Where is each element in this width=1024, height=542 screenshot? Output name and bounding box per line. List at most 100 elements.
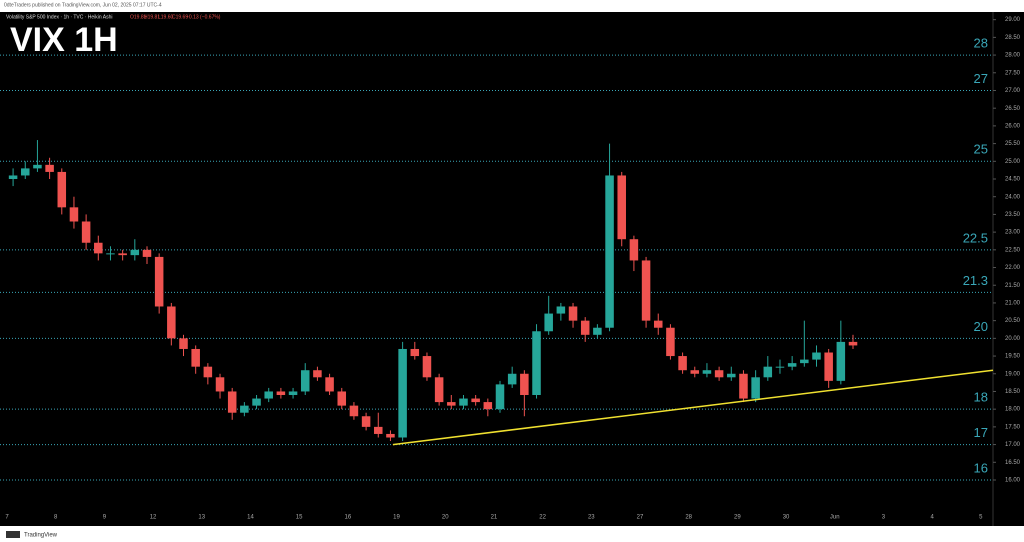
- x-tick-label: 7: [5, 515, 9, 521]
- y-tick-label: 25.50: [1005, 141, 1021, 147]
- x-tick-label: 28: [685, 515, 692, 521]
- candle-body: [727, 373, 736, 378]
- x-tick-label: 14: [247, 515, 254, 521]
- x-tick-label: 5: [979, 515, 983, 521]
- candle-body: [824, 352, 833, 381]
- y-tick-label: 16.00: [1005, 478, 1021, 484]
- candle-body: [641, 260, 651, 321]
- candle-body: [422, 356, 432, 378]
- y-tick-label: 22.00: [1005, 265, 1021, 271]
- candle-body: [313, 370, 322, 378]
- candle-body: [556, 306, 566, 314]
- candle-body: [227, 391, 237, 413]
- y-tick-label: 21.50: [1005, 283, 1021, 289]
- candle-body: [20, 168, 30, 176]
- candle-body: [361, 416, 371, 427]
- symbol: Volatility S&P 500 Index · 1h · TVC · He…: [6, 14, 113, 20]
- candle-body: [459, 398, 468, 406]
- candle-body: [57, 171, 67, 208]
- candle-body: [252, 398, 261, 406]
- y-tick-label: 18.50: [1005, 389, 1021, 395]
- candle-body: [434, 377, 444, 403]
- chart-title: VIX 1H: [10, 21, 118, 59]
- candle-body: [154, 256, 164, 307]
- candle-body: [690, 370, 700, 374]
- y-tick-label: 24.00: [1005, 194, 1021, 200]
- x-tick-label: 30: [783, 515, 790, 521]
- candle-body: [276, 391, 286, 396]
- y-tick-label: 22.50: [1005, 247, 1021, 253]
- candle-body: [593, 327, 602, 335]
- candle-body: [763, 366, 773, 378]
- candle-body: [532, 331, 541, 396]
- candle-body: [215, 377, 225, 392]
- ohlc-value: O19.81: [130, 14, 147, 20]
- candle-body: [300, 370, 310, 392]
- candle-body: [45, 164, 54, 172]
- candle-body: [483, 402, 493, 410]
- candle-body: [240, 405, 249, 413]
- y-tick-label: 27.00: [1005, 88, 1021, 94]
- level-label: 21.3: [963, 273, 988, 288]
- ohlc-value: L19.60: [158, 14, 174, 20]
- candle-body: [544, 313, 553, 332]
- candle-body: [836, 341, 846, 381]
- candle-body: [386, 433, 395, 438]
- y-tick-label: 16.50: [1005, 460, 1021, 466]
- y-tick-label: 24.50: [1005, 177, 1021, 183]
- y-tick-label: 28.50: [1005, 35, 1021, 41]
- x-tick-label: 19: [393, 515, 400, 521]
- publisher: 0dteTraders published on TradingView.com…: [4, 2, 162, 8]
- x-tick-label: Jun: [830, 515, 840, 521]
- x-tick-label: 3: [882, 515, 886, 521]
- x-tick-label: 9: [103, 515, 107, 521]
- candle-body: [775, 366, 785, 368]
- y-tick-label: 27.50: [1005, 70, 1021, 76]
- candle-body: [471, 398, 480, 403]
- candle-body: [374, 426, 383, 434]
- x-tick-label: 23: [588, 515, 595, 521]
- candle-body: [325, 377, 334, 392]
- candle-body: [203, 366, 213, 378]
- candle-body: [739, 373, 748, 399]
- level-label: 20: [974, 319, 988, 334]
- candle-body: [580, 320, 590, 335]
- candle-body: [33, 164, 42, 169]
- candle-body: [167, 306, 176, 339]
- level-label: 27: [974, 71, 988, 86]
- x-tick-label: 20: [442, 515, 449, 521]
- y-tick-label: 26.50: [1005, 106, 1021, 112]
- x-tick-label: 13: [198, 515, 205, 521]
- candle-body: [130, 249, 140, 256]
- candle-body: [751, 377, 760, 399]
- candle-body: [106, 253, 115, 255]
- candle-body: [605, 175, 614, 328]
- candle-body: [507, 373, 517, 385]
- candle-body: [179, 338, 188, 349]
- candle-body: [69, 207, 79, 222]
- y-tick-label: 21.00: [1005, 301, 1021, 307]
- candle-body: [714, 370, 724, 378]
- candle-body: [349, 405, 359, 417]
- x-tick-label: 8: [54, 515, 58, 521]
- candle-body: [94, 242, 103, 254]
- y-tick-label: 29.00: [1005, 17, 1021, 23]
- candle-body: [447, 402, 456, 406]
- candle-body: [410, 348, 420, 357]
- chart-background: [0, 12, 1024, 526]
- level-label: 18: [974, 390, 988, 405]
- trendline: [392, 369, 994, 446]
- x-tick-label: 12: [150, 515, 157, 521]
- y-tick-label: 19.50: [1005, 354, 1021, 360]
- level-label: 25: [974, 142, 988, 157]
- y-tick-label: 25.00: [1005, 159, 1021, 165]
- x-tick-label: 22: [539, 515, 546, 521]
- x-tick-label: 27: [637, 515, 644, 521]
- footer: TradingView: [24, 533, 58, 539]
- ohlc-value: −0.13 (−0.67%): [186, 14, 221, 20]
- candle-body: [629, 239, 639, 261]
- x-tick-label: 29: [734, 515, 741, 521]
- candle-body: [8, 175, 18, 180]
- y-tick-label: 17.50: [1005, 424, 1021, 430]
